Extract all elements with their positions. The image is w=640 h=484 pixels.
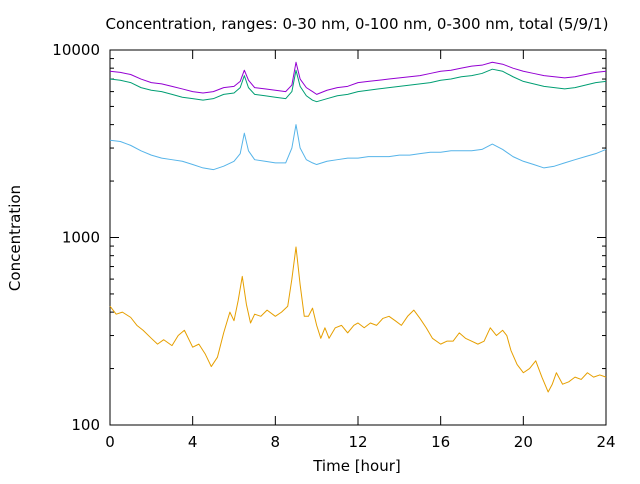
y-tick: 10000	[52, 41, 606, 59]
series-line-3	[109, 124, 607, 171]
tick-layer: 0 4 8 12 16 20 24 100 1000 10000	[52, 41, 615, 451]
x-tick-label: 4	[188, 433, 198, 451]
y-tick-label: 1000	[62, 229, 100, 247]
x-tick: 24	[596, 50, 616, 451]
x-tick: 12	[348, 50, 368, 451]
x-tick-label: 24	[596, 433, 615, 451]
x-tick-label: 0	[105, 433, 115, 451]
x-tick-label: 8	[271, 433, 281, 451]
x-axis-label: Time [hour]	[312, 457, 401, 475]
x-tick: 4	[188, 50, 198, 451]
chart-title: Concentration, ranges: 0-30 nm, 0-100 nm…	[106, 15, 609, 33]
y-axis-label: Concentration	[6, 185, 24, 291]
x-tick: 20	[514, 50, 533, 451]
series-line-2	[109, 68, 607, 103]
x-tick: 0	[105, 50, 115, 451]
x-tick-label: 20	[514, 433, 533, 451]
y-tick: 1000	[62, 229, 606, 247]
y-tick-label: 10000	[52, 41, 100, 59]
x-tick: 16	[431, 50, 450, 451]
x-tick-label: 12	[348, 433, 367, 451]
x-tick-label: 16	[431, 433, 450, 451]
plot-frame	[109, 49, 607, 426]
series-layer	[109, 61, 607, 393]
series-line-1	[109, 61, 607, 95]
y-tick-label: 100	[71, 416, 100, 434]
y-tick: 100	[71, 416, 606, 434]
series-line-4	[109, 246, 607, 393]
x-tick: 8	[271, 50, 281, 451]
